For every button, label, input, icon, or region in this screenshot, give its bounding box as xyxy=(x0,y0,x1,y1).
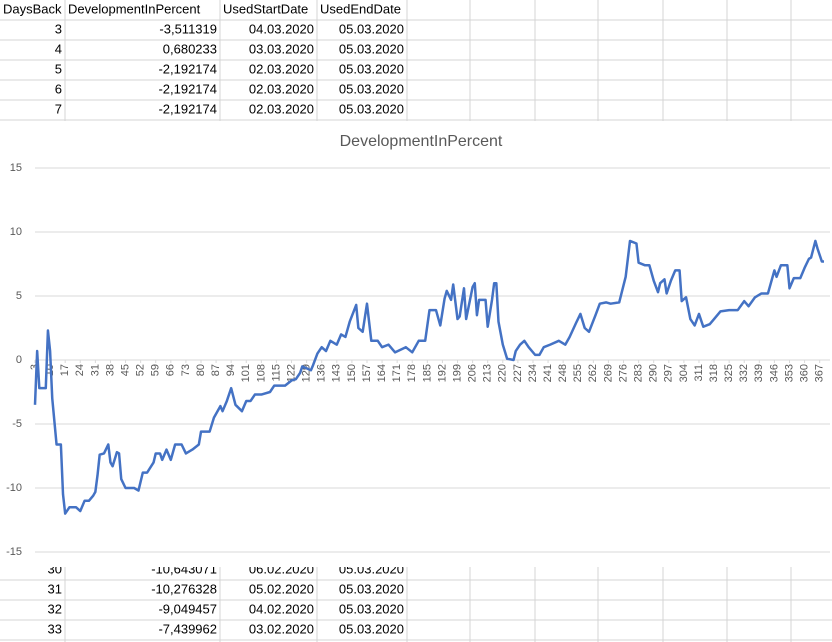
y-tick-label: -10 xyxy=(6,482,22,494)
cell: 05.03.2020 xyxy=(339,621,404,636)
x-tick-label: 87 xyxy=(210,364,222,376)
x-tick-label: 346 xyxy=(768,364,780,382)
data-line xyxy=(33,239,824,515)
cell: -9,049457 xyxy=(158,601,217,616)
x-tick-label: 171 xyxy=(391,364,403,382)
header-cell: DevelopmentInPercent xyxy=(68,1,201,16)
x-tick-label: 38 xyxy=(104,364,116,376)
cell: 32 xyxy=(48,601,62,616)
x-tick-label: 276 xyxy=(617,364,629,382)
x-tick-label: 248 xyxy=(557,364,569,382)
cell: 04.02.2020 xyxy=(249,601,314,616)
cell: -10,276328 xyxy=(151,581,217,596)
x-tick-label: 143 xyxy=(331,364,343,382)
x-tick-label: 108 xyxy=(255,364,267,382)
cell: 05.03.2020 xyxy=(339,101,404,116)
x-tick-label: 269 xyxy=(602,364,614,382)
x-tick-label: 206 xyxy=(467,364,479,382)
y-tick-label: 5 xyxy=(16,290,22,302)
y-tick-label: 10 xyxy=(10,226,22,238)
cell: 02.03.2020 xyxy=(249,101,314,116)
cell: 33 xyxy=(48,621,62,636)
x-tick-label: 241 xyxy=(542,364,554,382)
cell: 0,680233 xyxy=(163,41,217,56)
cell: 05.03.2020 xyxy=(339,81,404,96)
x-tick-label: 185 xyxy=(421,364,433,382)
x-tick-label: 94 xyxy=(225,364,237,376)
cell: 04.03.2020 xyxy=(249,21,314,36)
x-tick-label: 115 xyxy=(270,364,282,382)
y-tick-label: 0 xyxy=(16,354,22,366)
y-tick-label: -15 xyxy=(6,546,22,558)
x-tick-label: 136 xyxy=(316,364,328,382)
cell: 31 xyxy=(48,581,62,596)
x-tick-label: 192 xyxy=(436,364,448,382)
x-tick-label: 262 xyxy=(587,364,599,382)
x-tick-label: 24 xyxy=(74,364,86,376)
x-tick-label: 220 xyxy=(497,364,509,382)
x-tick-label: 234 xyxy=(527,364,539,382)
x-tick-label: 17 xyxy=(59,364,71,376)
x-tick-label: 297 xyxy=(663,364,675,382)
x-tick-label: 199 xyxy=(451,364,463,382)
x-tick-label: 213 xyxy=(482,364,494,382)
cell: 05.03.2020 xyxy=(339,601,404,616)
x-tick-label: 66 xyxy=(165,364,177,376)
x-tick-label: 122 xyxy=(285,364,297,382)
x-tick-label: 31 xyxy=(89,364,101,376)
x-tick-label: 255 xyxy=(572,364,584,382)
x-tick-label: 283 xyxy=(633,364,645,382)
cell: 05.03.2020 xyxy=(339,21,404,36)
cell: 05.03.2020 xyxy=(339,61,404,76)
x-tick-label: 318 xyxy=(708,364,720,382)
x-tick-label: 367 xyxy=(814,364,826,382)
cell: 4 xyxy=(55,41,62,56)
x-tick-label: 45 xyxy=(119,364,131,376)
cell: 03.03.2020 xyxy=(249,41,314,56)
chart-title: DevelopmentInPercent xyxy=(340,133,503,150)
header-cell: UsedEndDate xyxy=(320,1,401,16)
cell: 02.03.2020 xyxy=(249,61,314,76)
x-tick-label: 52 xyxy=(135,364,147,376)
x-tick-label: 3 xyxy=(29,364,41,370)
cell: 02.03.2020 xyxy=(249,81,314,96)
header-cell: UsedStartDate xyxy=(223,1,308,16)
x-tick-label: 339 xyxy=(753,364,765,382)
x-tick-label: 332 xyxy=(738,364,750,382)
x-tick-label: 150 xyxy=(346,364,358,382)
cell: 05.03.2020 xyxy=(339,41,404,56)
x-tick-label: 80 xyxy=(195,364,207,376)
y-tick-label: 15 xyxy=(10,162,22,174)
cell: -7,439962 xyxy=(158,621,217,636)
cell: -3,511319 xyxy=(159,21,217,36)
x-tick-label: 227 xyxy=(512,364,524,382)
cell: 05.03.2020 xyxy=(339,581,404,596)
x-tick-label: 157 xyxy=(361,364,373,382)
x-tick-label: 290 xyxy=(648,364,660,382)
x-tick-label: 178 xyxy=(406,364,418,382)
cell: -2,192174 xyxy=(158,81,217,96)
x-tick-label: 304 xyxy=(678,364,690,382)
cell: 03.02.2020 xyxy=(249,621,314,636)
cell: 05.02.2020 xyxy=(249,581,314,596)
cell: -2,192174 xyxy=(158,101,217,116)
x-tick-label: 360 xyxy=(799,364,811,382)
header-cell: DaysBack xyxy=(3,1,62,16)
x-tick-label: 59 xyxy=(150,364,162,376)
cell: 7 xyxy=(55,101,62,116)
cell: 6 xyxy=(55,81,62,96)
cell: -2,192174 xyxy=(158,61,217,76)
x-tick-label: 101 xyxy=(240,364,252,382)
y-tick-label: -5 xyxy=(12,418,22,430)
cell: 3 xyxy=(55,21,62,36)
x-tick-label: 311 xyxy=(693,364,705,382)
x-tick-label: 164 xyxy=(376,364,388,382)
x-tick-label: 73 xyxy=(180,364,192,376)
x-tick-label: 325 xyxy=(723,364,735,382)
x-tick-label: 353 xyxy=(783,364,795,382)
cell: 5 xyxy=(55,61,62,76)
